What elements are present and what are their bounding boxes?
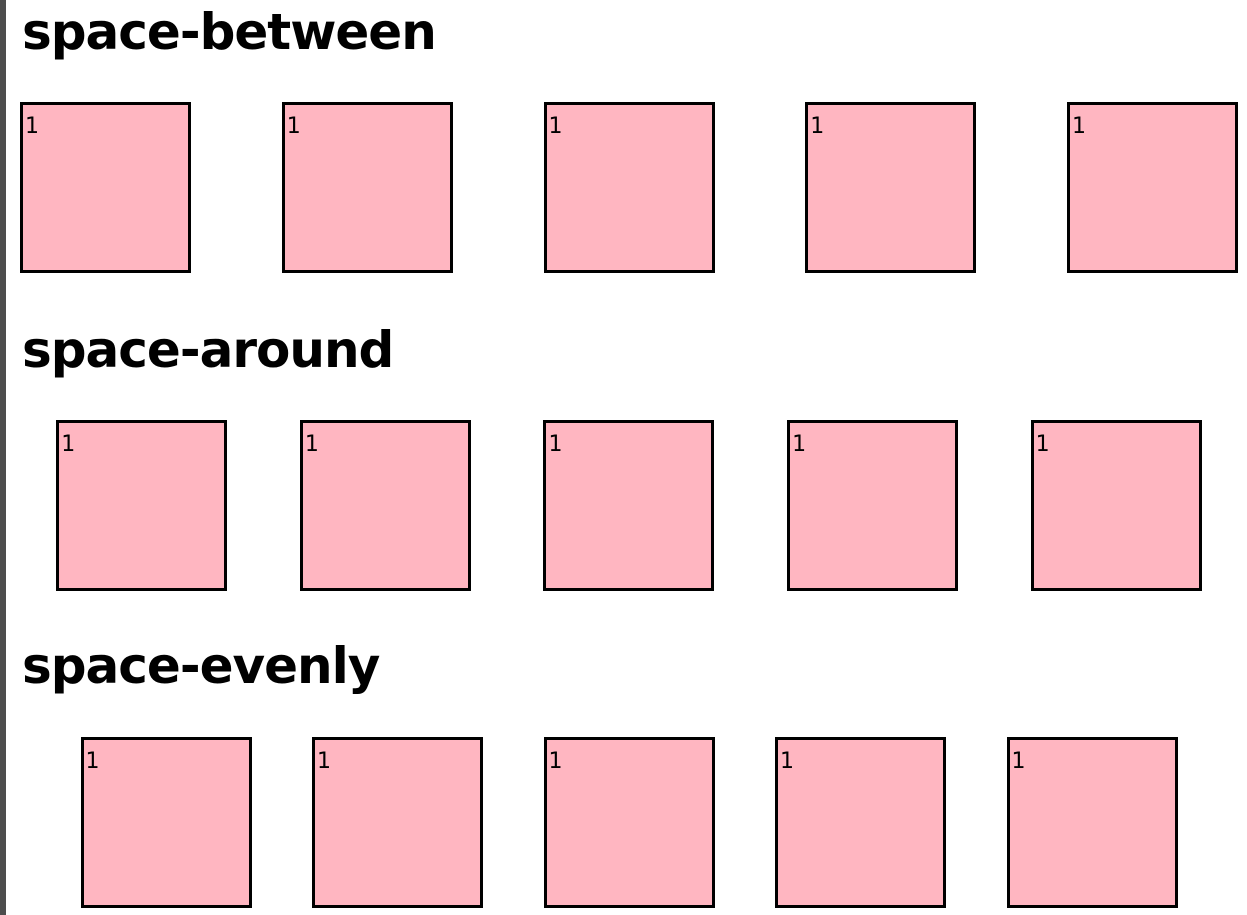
flex-item: 1 — [787, 420, 959, 591]
flex-item-label: 1 — [792, 432, 807, 457]
flex-item-label: 1 — [61, 432, 76, 457]
flex-item-label: 1 — [548, 114, 563, 139]
flex-item: 1 — [1030, 420, 1202, 591]
section-space-around: space-around 1 1 1 1 1 — [20, 318, 1238, 598]
flex-item-label: 1 — [810, 114, 825, 139]
flex-item-label: 1 — [286, 114, 301, 139]
flex-row-space-between: 1 1 1 1 1 — [20, 102, 1238, 273]
flex-item: 1 — [775, 737, 946, 908]
flex-item-label: 1 — [317, 749, 331, 774]
flex-item-label: 1 — [1072, 114, 1086, 139]
flex-item: 1 — [1067, 102, 1238, 273]
flex-item-label: 1 — [548, 432, 563, 457]
flex-item-label: 1 — [780, 749, 794, 774]
flex-item: 1 — [543, 420, 715, 591]
flex-item: 1 — [281, 102, 453, 273]
flex-item: 1 — [80, 737, 252, 908]
section-title: space-evenly — [22, 637, 380, 695]
flex-item: 1 — [543, 737, 715, 908]
flex-item: 1 — [805, 102, 977, 273]
flex-item-label: 1 — [1011, 749, 1026, 774]
flex-item-label: 1 — [1035, 432, 1050, 457]
section-title: space-around — [22, 321, 394, 379]
section-space-between: space-between 1 1 1 1 1 — [20, 0, 1238, 280]
flex-item-label: 1 — [304, 432, 319, 457]
flex-item-label: 1 — [25, 114, 39, 139]
flex-item: 1 — [56, 420, 228, 591]
flex-item-label: 1 — [548, 749, 563, 774]
flex-item: 1 — [312, 737, 483, 908]
flex-item: 1 — [299, 420, 471, 591]
flex-row-space-evenly: 1 1 1 1 1 — [20, 737, 1238, 908]
flex-row-space-around: 1 1 1 1 1 — [20, 420, 1238, 591]
demo-content: space-between 1 1 1 1 1 space-around 1 1… — [20, 0, 1238, 915]
section-space-evenly: space-evenly 1 1 1 1 1 — [20, 636, 1238, 915]
left-edge-bar — [0, 0, 6, 915]
section-title: space-between — [22, 3, 437, 61]
flex-item: 1 — [1006, 737, 1178, 908]
flex-item: 1 — [20, 102, 191, 273]
flex-item: 1 — [543, 102, 715, 273]
flex-item-label: 1 — [85, 749, 100, 774]
